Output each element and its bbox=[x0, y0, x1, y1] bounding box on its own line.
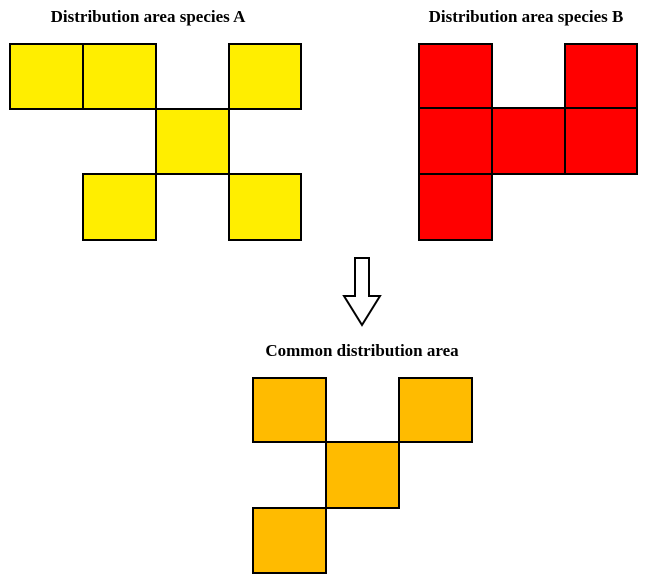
cell bbox=[9, 43, 84, 110]
cell bbox=[491, 107, 566, 175]
species-b-area bbox=[418, 43, 638, 241]
cell bbox=[82, 43, 157, 110]
arrow bbox=[342, 257, 382, 327]
cell bbox=[252, 507, 327, 574]
cell bbox=[252, 377, 327, 443]
cell bbox=[228, 43, 302, 110]
cell bbox=[228, 173, 302, 241]
panel-title: Distribution area species B bbox=[429, 7, 624, 26]
common-area bbox=[252, 377, 473, 574]
species-a-area bbox=[9, 43, 302, 241]
cell bbox=[418, 43, 493, 109]
cell bbox=[564, 43, 638, 109]
panel-title: Common distribution area bbox=[265, 341, 459, 360]
cell bbox=[418, 107, 493, 175]
panel-title: Distribution area species A bbox=[51, 7, 246, 26]
cell bbox=[418, 173, 493, 241]
cell bbox=[398, 377, 473, 443]
cell bbox=[564, 107, 638, 175]
cell bbox=[155, 108, 230, 175]
cell bbox=[82, 173, 157, 241]
cell bbox=[325, 441, 400, 509]
